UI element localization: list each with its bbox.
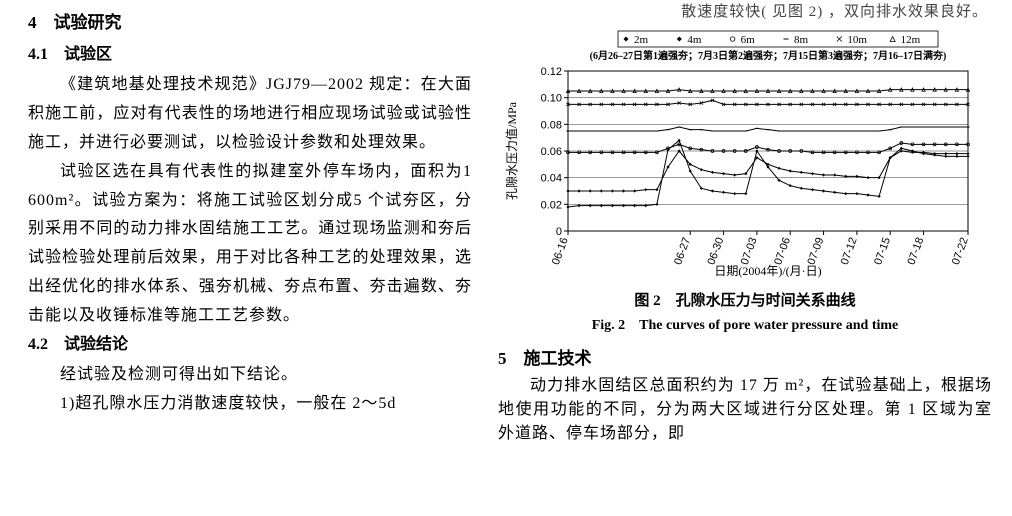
svg-text:07-15: 07-15	[872, 236, 893, 267]
svg-text:0.04: 0.04	[541, 173, 562, 185]
svg-text:06-27: 06-27	[672, 236, 693, 267]
chart-caption-cn: 图 2 孔隙水压力与时间关系曲线	[498, 289, 992, 310]
para-5: 动力排水固结区总面积约为 17 万 m²，在试验基础上，根据场地使用功能的不同，…	[498, 371, 992, 443]
left-column: 4 试验研究 4.1 试验区 《建筑地基处理技术规范》JGJ79—2002 规定…	[0, 0, 490, 516]
svg-text:孔隙水压力值/MPa: 孔隙水压力值/MPa	[504, 101, 519, 200]
svg-text:(6月26–27日第1遍强夯；7月3日第2遍强夯；7月15日: (6月26–27日第1遍强夯；7月3日第2遍强夯；7月15日第3遍强夯；7月16…	[590, 49, 947, 62]
svg-text:0.08: 0.08	[541, 119, 562, 131]
svg-text:0.06: 0.06	[541, 146, 562, 158]
svg-text:8m: 8m	[794, 34, 809, 46]
svg-text:07-12: 07-12	[839, 236, 860, 267]
svg-text:07-06: 07-06	[772, 236, 793, 267]
heading-5: 5 施工技术	[498, 344, 992, 369]
heading-4: 4 试验研究	[28, 8, 472, 39]
svg-text:07-03: 07-03	[739, 236, 760, 267]
right-column: 散速度较快( 见图 2) ，双向排水效果良好。 2m 4m 6m 8m 10m 12m (6…	[490, 0, 1012, 516]
svg-text:12m: 12m	[901, 34, 921, 46]
pore-pressure-chart: 2m 4m 6m 8m 10m 12m (6月26–27日第1遍强夯；7月3日第2遍强夯；7…	[498, 23, 992, 283]
svg-text:日期(2004年)/(月·日): 日期(2004年)/(月·日)	[714, 264, 821, 278]
svg-text:06-16: 06-16	[550, 236, 571, 267]
para-4-2a: 经试验及检测可得出如下结论。	[28, 361, 472, 390]
heading-4-1: 4.1 试验区	[28, 41, 472, 70]
para-4-2b: 1)超孔隙水压力消散速度较快，一般在 2～5d	[28, 390, 472, 419]
svg-text:07-22: 07-22	[950, 236, 971, 267]
svg-text:0.12: 0.12	[541, 66, 562, 78]
svg-text:0: 0	[556, 226, 562, 238]
chart-svg: 2m 4m 6m 8m 10m 12m (6月26–27日第1遍强夯；7月3日第2遍强夯；7…	[498, 23, 992, 283]
svg-text:2m: 2m	[634, 34, 649, 46]
svg-text:0.10: 0.10	[541, 93, 562, 105]
heading-4-2: 4.2 试验结论	[28, 331, 472, 360]
svg-text:6m: 6m	[741, 34, 756, 46]
svg-text:07-09: 07-09	[805, 236, 826, 267]
partial-top-line: 散速度较快( 见图 2) ，双向排水效果良好。	[498, 0, 992, 21]
svg-text:06-30: 06-30	[705, 236, 726, 267]
svg-text:0.02: 0.02	[541, 199, 562, 211]
svg-text:10m: 10m	[847, 34, 867, 46]
para-4-1b: 试验区选在具有代表性的拟建室外停车场内，面积为1 600m²。试验方案为：将施工…	[28, 158, 472, 331]
para-4-1a: 《建筑地基处理技术规范》JGJ79—2002 规定：在大面积施工前，应对有代表性…	[28, 71, 472, 157]
svg-text:4m: 4m	[687, 34, 702, 46]
chart-caption-en: Fig. 2 The curves of pore water pressure…	[498, 314, 992, 334]
svg-text:07-18: 07-18	[905, 236, 926, 267]
